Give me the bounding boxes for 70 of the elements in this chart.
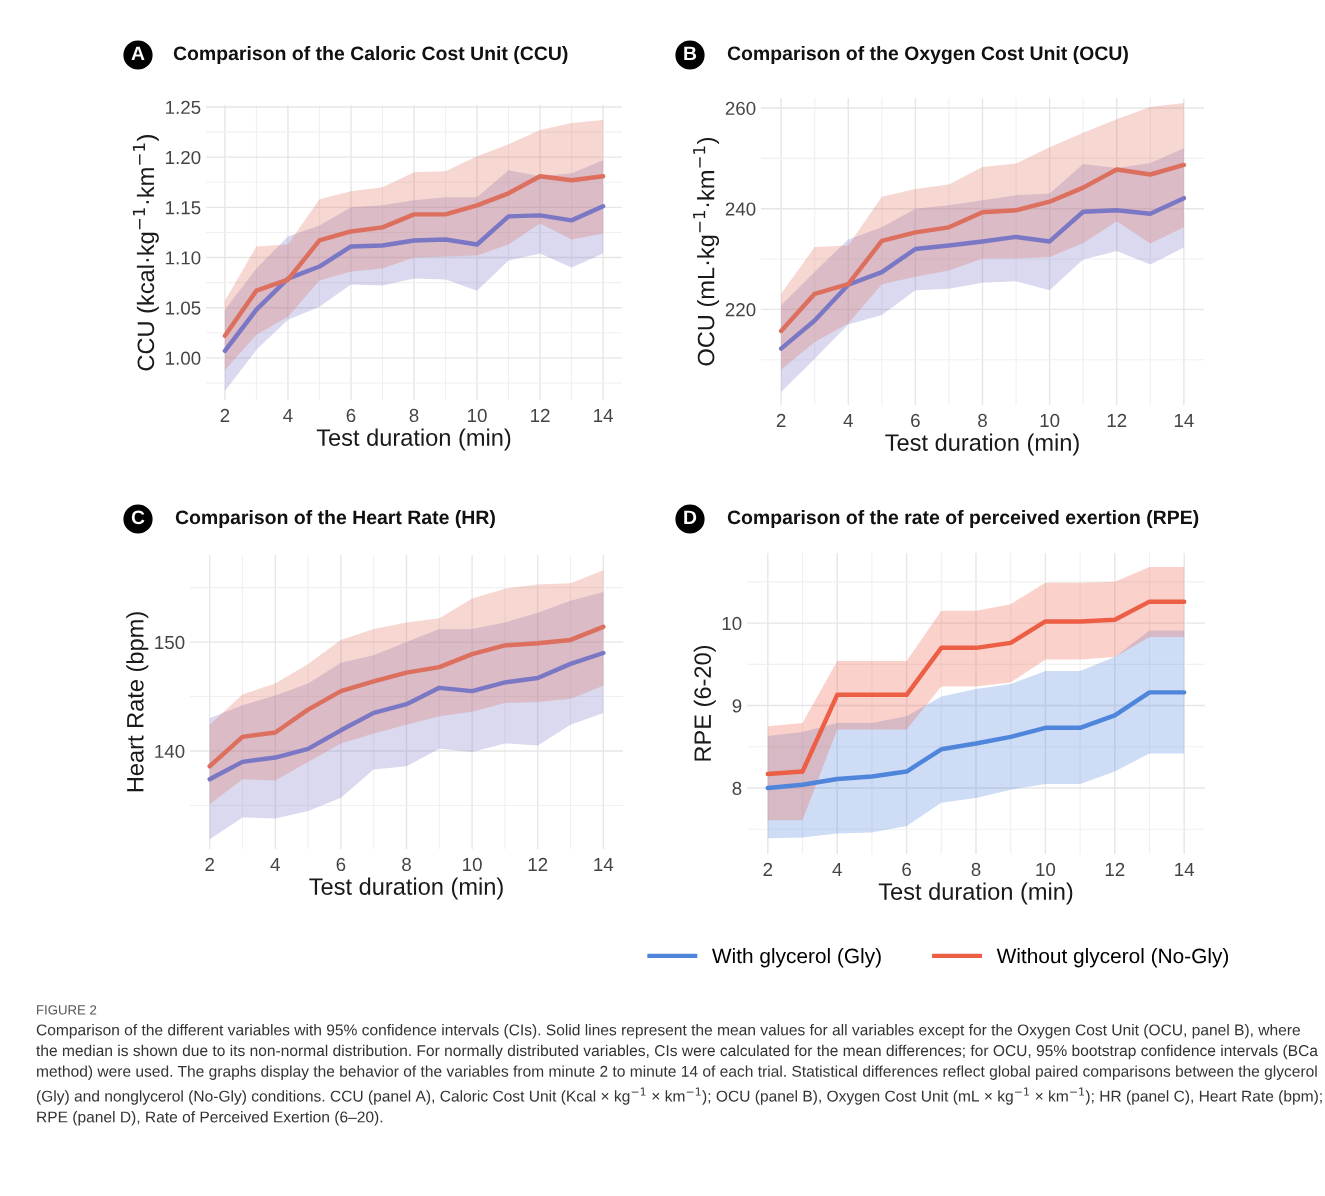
x-tick-label: 8: [978, 413, 987, 428]
x-tick-label: 6: [902, 862, 911, 877]
legend-label: Without glycerol (No-Gly): [996, 948, 1229, 968]
x-tick-label: 14: [594, 409, 613, 422]
line-series: [207, 650, 606, 782]
x-tick-label: 4: [270, 858, 280, 871]
x-tick-label: 2: [205, 857, 214, 871]
x-tick-label: 10: [1040, 413, 1060, 428]
x-tick-label: 14: [1175, 863, 1195, 876]
text: B: [684, 46, 697, 61]
y-tick-label: 1.15: [166, 201, 201, 215]
legend-label: With glycerol (Gly): [712, 948, 881, 968]
y-tick-label: 1.20: [166, 150, 201, 165]
x-tick-label: 8: [402, 857, 411, 872]
y-tick-label: 220: [725, 303, 756, 317]
line-series: [207, 624, 606, 769]
x-tick-label: 6: [911, 413, 920, 428]
line-series: [222, 174, 606, 338]
line-series: [222, 204, 606, 354]
x-tick-label: 10: [1036, 862, 1056, 877]
caption: FIGURE 2: [37, 1005, 97, 1015]
x-tick-label: 12: [1107, 413, 1127, 427]
x-tick-label: 14: [1174, 414, 1194, 427]
x-axis-title: Test duration (min): [309, 877, 503, 900]
x-tick-label: 6: [346, 408, 356, 423]
y-axis-title: CCU (kcal·kg$^{−1}$·km$^{−1}$): [132, 135, 159, 371]
y-tick-label: 8: [732, 781, 742, 796]
x-tick-label: 4: [283, 409, 293, 422]
x-tick-label: 12: [1105, 862, 1125, 876]
x-tick-label: 10: [468, 408, 487, 423]
text: C: [131, 510, 145, 525]
x-tick-label: 4: [843, 414, 853, 427]
x-tick-label: 4: [832, 863, 842, 876]
x-tick-label: 14: [594, 858, 614, 871]
y-tick-label: 1.00: [166, 351, 201, 365]
y-axis-title: Heart Rate (bpm): [126, 612, 149, 792]
text: A: [131, 46, 145, 61]
line-series: [778, 195, 1187, 351]
y-tick-label: 10: [722, 616, 742, 631]
y-tick-label: 150: [155, 635, 185, 650]
x-tick-label: 10: [463, 857, 482, 872]
y-tick-label: 9: [732, 699, 742, 713]
x-tick-label: 2: [220, 408, 230, 422]
y-tick-label: 260: [725, 101, 756, 116]
text: Comparison of the different variables with 95% confidence intervals (CIs). Solid lines represent the mean values for all variables except for the Oxygen Cost Unit (OCU, panel B), where the median is shown due to its non-normal distribution. For normally distributed variables, CIs were calculated for the mean differences; for OCU, 95% bootstrap confidence intervals (BCa method) were used. The graphs display the behavior of the variables from minute 2 to minute 14 of each trial. Statistical differences reflect global paired comparisons between the glycerol (Gly) and nonglycerol (No-Gly) conditions. CCU (panel A), Caloric Cost Unit (Kcal × kg$^{−1}$ × km$^{−1}$); OCU (panel B), Oxygen Cost Unit (mL × kg$^{−1}$ × km$^{−1}$); HR (panel C), Heart Rate (bpm); RPE (panel D), Rate of Perceived Exertion (6–20).: [36, 1024, 1322, 1126]
x-tick-label: 12: [531, 408, 550, 422]
x-axis-title: Test duration (min): [316, 428, 511, 451]
y-tick-label: 240: [725, 202, 756, 216]
x-tick-label: 12: [528, 857, 548, 871]
chart-title: Comparison of the Oxygen Cost Unit (OCU): [727, 45, 1128, 65]
y-axis-title: RPE (6-20): [693, 645, 716, 761]
line-series: [778, 162, 1187, 334]
x-axis-title: Test duration (min): [885, 433, 1079, 456]
line-series: [765, 690, 1187, 791]
x-tick-label: 2: [776, 413, 786, 427]
x-axis-title: Test duration (min): [878, 882, 1073, 905]
y-tick-label: 1.05: [166, 301, 201, 315]
chart-title: Comparison of the Caloric Cost Unit (CCU): [173, 45, 568, 65]
x-tick-label: 8: [409, 408, 419, 423]
y-tick-label: 1.25: [166, 100, 201, 114]
line-series: [765, 599, 1187, 777]
chart-title: Comparison of the rate of perceived exertion (RPE): [727, 509, 1199, 529]
y-tick-label: 1.10: [166, 251, 201, 265]
x-tick-label: 8: [971, 862, 981, 877]
text: D: [684, 510, 697, 525]
y-tick-label: 140: [155, 744, 185, 758]
x-tick-label: 6: [336, 857, 346, 872]
chart-title: Comparison of the Heart Rate (HR): [175, 509, 495, 529]
x-tick-label: 2: [763, 862, 773, 876]
y-axis-title: OCU (mL·kg$^{−1}$·km$^{−1}$): [693, 137, 720, 366]
